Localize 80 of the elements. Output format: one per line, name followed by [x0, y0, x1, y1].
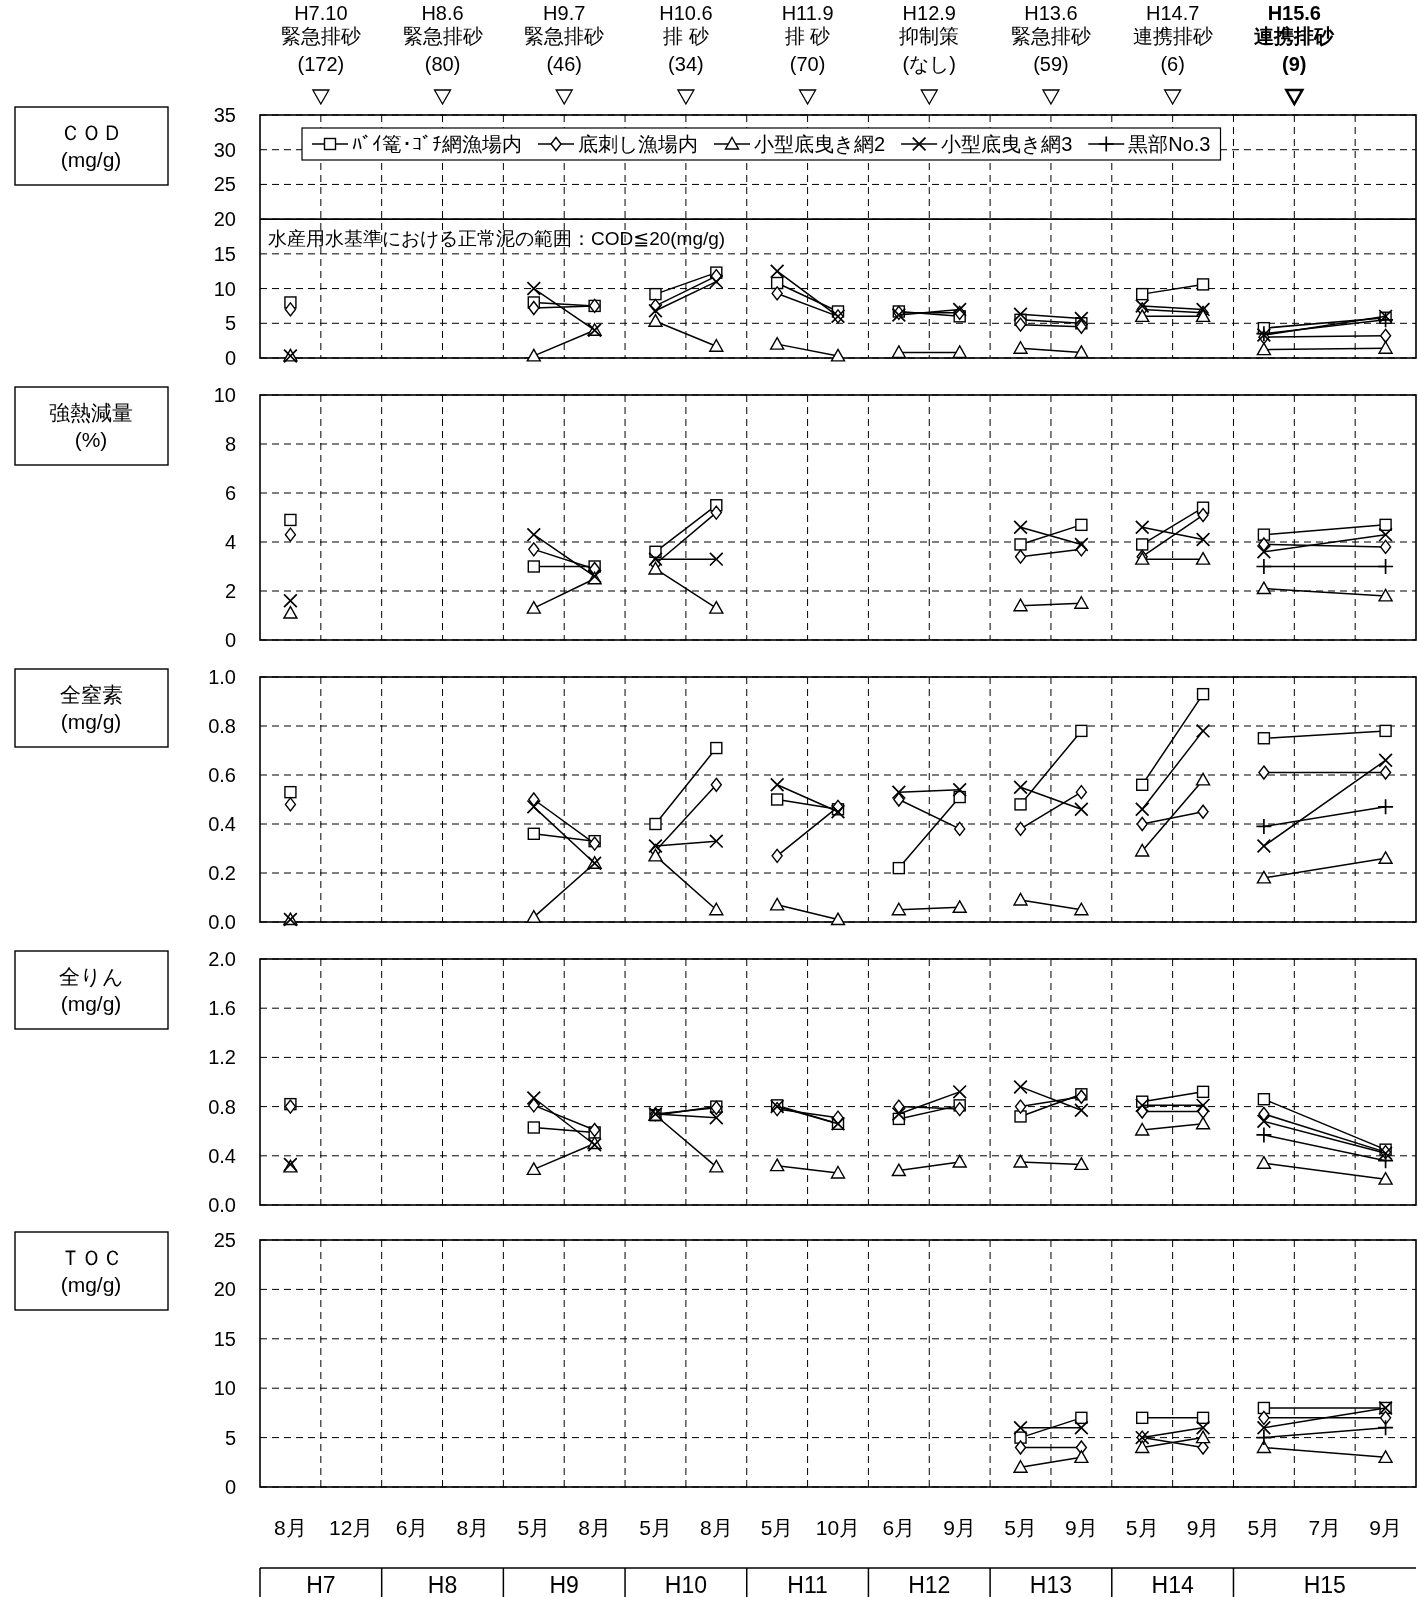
y-axis-title: 全窒素 (mg/g) [59, 683, 123, 733]
text: H12.9 抑制策 (なし) [899, 2, 960, 75]
y-tick-label: 20 [213, 208, 236, 231]
y-tick-label: 25 [213, 1229, 236, 1251]
y-tick-label: 5 [224, 1426, 236, 1449]
y-tick-label: 15 [213, 242, 236, 265]
y-tick-label: 1.6 [208, 997, 236, 1020]
y-tick-label: 2.0 [208, 948, 236, 970]
y-tick-label: 0 [224, 629, 236, 651]
y-tick-label: 0.0 [208, 1194, 236, 1216]
text: H13.6 緊急排砂 (59) [1010, 2, 1091, 75]
y-tick-label: 0.8 [208, 1095, 236, 1118]
y-tick-label: 20 [213, 1278, 236, 1301]
x-tick-label: 9月 [1065, 1516, 1098, 1539]
x-tick-label: 6月 [882, 1516, 916, 1539]
y-tick-label: 30 [213, 138, 236, 161]
y-tick-label: 5 [224, 312, 236, 335]
text: H9 [549, 1572, 579, 1597]
text: H8.6 緊急排砂 (80) [402, 2, 483, 75]
x-tick-label: 5月 [1247, 1516, 1281, 1539]
x-tick-label: 5月 [760, 1516, 794, 1539]
y-axis-title: ＣＯＤ (mg/g) [59, 121, 123, 171]
legend-label: 小型底曳き網2 [754, 133, 886, 155]
y-axis-title: ＴＯＣ (mg/g) [59, 1246, 123, 1296]
x-tick-label: 5月 [1004, 1516, 1037, 1539]
x-tick-label: 8月 [699, 1516, 733, 1539]
x-tick-label: 9月 [1186, 1516, 1220, 1539]
y-tick-label: 1.0 [208, 666, 236, 688]
text: H11.9 排 砂 (70) [781, 2, 834, 75]
y-tick-label: 6 [224, 482, 236, 504]
legend-label: 小型底曳き網3 [941, 133, 1073, 155]
y-tick-label: 8 [224, 433, 236, 455]
y-tick-label: 15 [213, 1327, 236, 1350]
text: H12 [908, 1572, 951, 1597]
text: H8 [427, 1572, 458, 1597]
text: H9.7 緊急排砂 (46) [524, 2, 605, 75]
x-tick-label: 8月 [578, 1516, 611, 1539]
y-tick-label: 25 [213, 173, 236, 196]
y-tick-label: 0.6 [208, 764, 236, 786]
text: H7.10 緊急排砂 (172) [280, 2, 361, 75]
x-tick-label: 12月 [329, 1516, 374, 1539]
y-tick-label: 0.4 [208, 1144, 236, 1167]
x-tick-label: 5月 [1125, 1516, 1159, 1539]
legend-label: 底刺し漁場内 [578, 133, 698, 155]
y-tick-label: 1.2 [208, 1046, 236, 1069]
x-tick-label: 5月 [517, 1516, 551, 1539]
x-tick-label: 5月 [639, 1516, 672, 1539]
x-tick-label: 10月 [815, 1516, 861, 1539]
y-tick-label: 10 [213, 384, 236, 406]
text: H13 [1029, 1572, 1073, 1597]
ref-line-label: 水産用水基準における正常泥の範囲：COD≦20(mg/g) [268, 228, 726, 250]
y-tick-label: 0.4 [208, 813, 236, 835]
y-tick-label: 4 [224, 531, 236, 553]
y-tick-label: 10 [213, 277, 236, 300]
y-tick-label: 0 [224, 1476, 236, 1498]
text: H10.6 排 砂 (34) [659, 2, 713, 75]
text: H15.6 連携排砂 (9) [1254, 2, 1336, 75]
x-tick-label: 9月 [943, 1516, 977, 1539]
legend-label: 黒部No.3 [1128, 133, 1211, 155]
text: H14 [1151, 1572, 1194, 1597]
y-tick-label: 0.2 [208, 862, 236, 884]
x-tick-label: 8月 [456, 1516, 490, 1539]
x-tick-label: 7月 [1308, 1516, 1342, 1539]
text: H7 [306, 1572, 336, 1597]
text: H14.7 連携排砂 (6) [1132, 2, 1213, 75]
text: H10 [664, 1572, 707, 1597]
y-tick-label: 0.0 [208, 911, 236, 933]
x-tick-label: 8月 [274, 1516, 307, 1539]
text: H15 [1303, 1572, 1346, 1597]
y-tick-label: 2 [224, 580, 236, 602]
legend-label: ﾊﾞｲ篭･ｺﾞﾁ網漁場内 [352, 133, 522, 155]
y-axis-title: 全りん (mg/g) [58, 965, 124, 1015]
x-tick-label: 6月 [395, 1516, 429, 1539]
x-tick-label: 9月 [1369, 1516, 1402, 1539]
y-tick-label: 10 [213, 1377, 236, 1400]
y-axis-title: 強熱減量 (%) [49, 401, 133, 451]
y-tick-label: 0 [224, 347, 236, 369]
y-tick-label: 35 [213, 104, 236, 126]
y-tick-label: 0.8 [208, 715, 236, 737]
text: H11 [787, 1572, 828, 1597]
